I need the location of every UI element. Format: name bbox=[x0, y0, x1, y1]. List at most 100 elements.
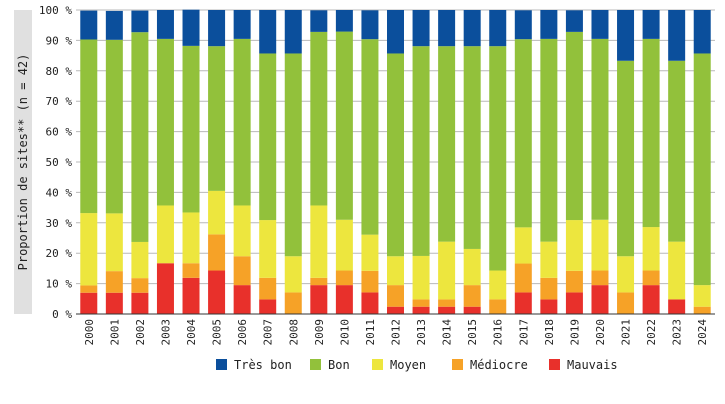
bar-segment-bon-2024 bbox=[693, 53, 711, 286]
x-tick-label: 2002 bbox=[134, 319, 147, 346]
x-tick-label: 2016 bbox=[492, 319, 505, 346]
bar-segment-mediocre-2007 bbox=[259, 277, 277, 300]
x-tick-label: 2000 bbox=[83, 319, 96, 346]
y-tick-label: 80 % bbox=[46, 65, 73, 78]
bar-segment-moyen-2023 bbox=[668, 241, 686, 300]
x-tick-label: 2014 bbox=[441, 319, 454, 346]
bar-segment-mauvais-2015 bbox=[463, 306, 481, 314]
bar-segment-mediocre-2014 bbox=[438, 299, 456, 307]
legend-swatch bbox=[549, 359, 560, 370]
x-tick-label: 2010 bbox=[338, 319, 351, 346]
y-tick-label: 70 % bbox=[46, 95, 73, 108]
bar-segment-mediocre-2001 bbox=[105, 271, 123, 293]
bar-segment-tres_bon-2014 bbox=[438, 10, 456, 47]
y-tick-label: 0 % bbox=[52, 308, 72, 321]
bar-segment-moyen-2017 bbox=[514, 227, 532, 264]
bar-segment-moyen-2015 bbox=[463, 248, 481, 286]
bar-segment-mediocre-2022 bbox=[642, 270, 660, 286]
bar-segment-tres_bon-2003 bbox=[156, 10, 174, 39]
x-tick-label: 2015 bbox=[466, 319, 479, 346]
bar-segment-tres_bon-2021 bbox=[617, 10, 635, 61]
bar-segment-mauvais-2022 bbox=[642, 285, 660, 314]
bar-segment-moyen-2016 bbox=[489, 270, 507, 300]
x-tick-label: 2024 bbox=[696, 319, 709, 346]
bar-segment-bon-2011 bbox=[361, 39, 379, 235]
bar-segment-mauvais-2017 bbox=[514, 292, 532, 314]
legend: Très bon Bon Moyen Médiocre Mauvais bbox=[216, 358, 618, 372]
bar-segment-mauvais-2019 bbox=[565, 292, 583, 314]
legend-swatch bbox=[310, 359, 321, 370]
x-tick-label: 2013 bbox=[415, 319, 428, 346]
bar-segment-tres_bon-2023 bbox=[668, 10, 686, 61]
bar-segment-mediocre-2016 bbox=[489, 299, 507, 314]
x-tick-label: 2006 bbox=[236, 319, 249, 346]
bar-segment-mauvais-2013 bbox=[412, 306, 430, 314]
bar-segment-moyen-2011 bbox=[361, 234, 379, 271]
bar-segment-moyen-2012 bbox=[387, 256, 404, 286]
bars bbox=[76, 9, 715, 315]
bar-segment-tres_bon-2008 bbox=[284, 10, 302, 54]
legend-label: Moyen bbox=[390, 358, 426, 372]
bar-segment-mediocre-2008 bbox=[284, 292, 302, 314]
bar-segment-mediocre-2009 bbox=[310, 277, 328, 286]
bar-segment-tres_bon-2004 bbox=[182, 9, 200, 46]
bar-segment-mauvais-2007 bbox=[259, 299, 277, 314]
bar-segment-mediocre-2018 bbox=[540, 277, 558, 300]
bar-segment-bon-2023 bbox=[668, 60, 686, 242]
bar-segment-bon-2022 bbox=[642, 38, 660, 228]
x-tick-label: 2008 bbox=[287, 319, 300, 346]
x-tick-label: 2005 bbox=[211, 319, 224, 346]
bar-segment-moyen-2000 bbox=[80, 213, 98, 286]
bar-segment-mauvais-2002 bbox=[131, 292, 149, 314]
bar-segment-mauvais-2005 bbox=[208, 270, 226, 314]
y-axis-label: Proportion de sites** (n = 42) bbox=[16, 54, 30, 271]
x-tick-label: 2011 bbox=[364, 319, 377, 346]
bar-segment-bon-2012 bbox=[387, 53, 404, 257]
bar-segment-moyen-2019 bbox=[565, 220, 583, 271]
bar-segment-mediocre-2010 bbox=[335, 270, 353, 286]
bar-segment-moyen-2018 bbox=[540, 241, 558, 278]
bar-segment-mediocre-2017 bbox=[514, 263, 532, 293]
bar-segment-mediocre-2004 bbox=[182, 263, 200, 278]
legend-label: Médiocre bbox=[470, 358, 528, 372]
bar-segment-mauvais-2011 bbox=[361, 292, 379, 314]
legend-label: Bon bbox=[328, 358, 350, 372]
bar-segment-mediocre-2019 bbox=[565, 270, 583, 293]
y-tick-label: 60 % bbox=[46, 126, 73, 139]
x-tick-labels: 2000 2001 2002 2003 2004 2005 2006 2007 2008 2009… bbox=[83, 319, 709, 346]
x-tick-label: 2001 bbox=[108, 319, 121, 346]
y-tick-label: 20 % bbox=[46, 247, 73, 260]
bar-segment-tres_bon-2018 bbox=[540, 10, 558, 39]
bar-segment-bon-2000 bbox=[80, 39, 98, 214]
bar-segment-moyen-2001 bbox=[105, 213, 123, 272]
bar-segment-mauvais-2006 bbox=[233, 285, 251, 314]
bar-segment-tres_bon-2020 bbox=[591, 10, 609, 39]
bar-segment-mauvais-2020 bbox=[591, 285, 609, 314]
x-tick-label: 2023 bbox=[671, 319, 684, 346]
y-tick-label: 90 % bbox=[46, 34, 73, 47]
y-tick-label: 10 % bbox=[46, 278, 73, 291]
bar-segment-mauvais-2014 bbox=[438, 306, 456, 314]
legend-item: Très bon bbox=[216, 358, 292, 372]
bar-segment-bon-2003 bbox=[156, 38, 174, 206]
x-tick-label: 2022 bbox=[645, 319, 658, 346]
bar-segment-bon-2009 bbox=[310, 31, 328, 206]
bar-segment-mediocre-2021 bbox=[617, 292, 635, 314]
legend-swatch bbox=[372, 359, 383, 370]
bar-segment-bon-2018 bbox=[540, 38, 558, 242]
bar-segment-mauvais-2004 bbox=[182, 277, 200, 314]
bar-segment-moyen-2014 bbox=[438, 241, 456, 300]
bar-segment-bon-2015 bbox=[463, 46, 481, 249]
bar-segment-tres_bon-2009 bbox=[310, 10, 328, 32]
bar-segment-bon-2020 bbox=[591, 38, 609, 220]
x-tick-label: 2007 bbox=[262, 319, 275, 346]
legend-label: Très bon bbox=[234, 358, 292, 372]
x-tick-label: 2017 bbox=[517, 319, 530, 346]
legend-item: Médiocre bbox=[452, 358, 528, 372]
x-tick-label: 2012 bbox=[390, 319, 403, 346]
x-tick-label: 2004 bbox=[185, 319, 198, 346]
bar-segment-bon-2021 bbox=[617, 60, 635, 257]
bar-segment-mediocre-2020 bbox=[591, 270, 609, 286]
bar-segment-moyen-2022 bbox=[642, 227, 660, 271]
